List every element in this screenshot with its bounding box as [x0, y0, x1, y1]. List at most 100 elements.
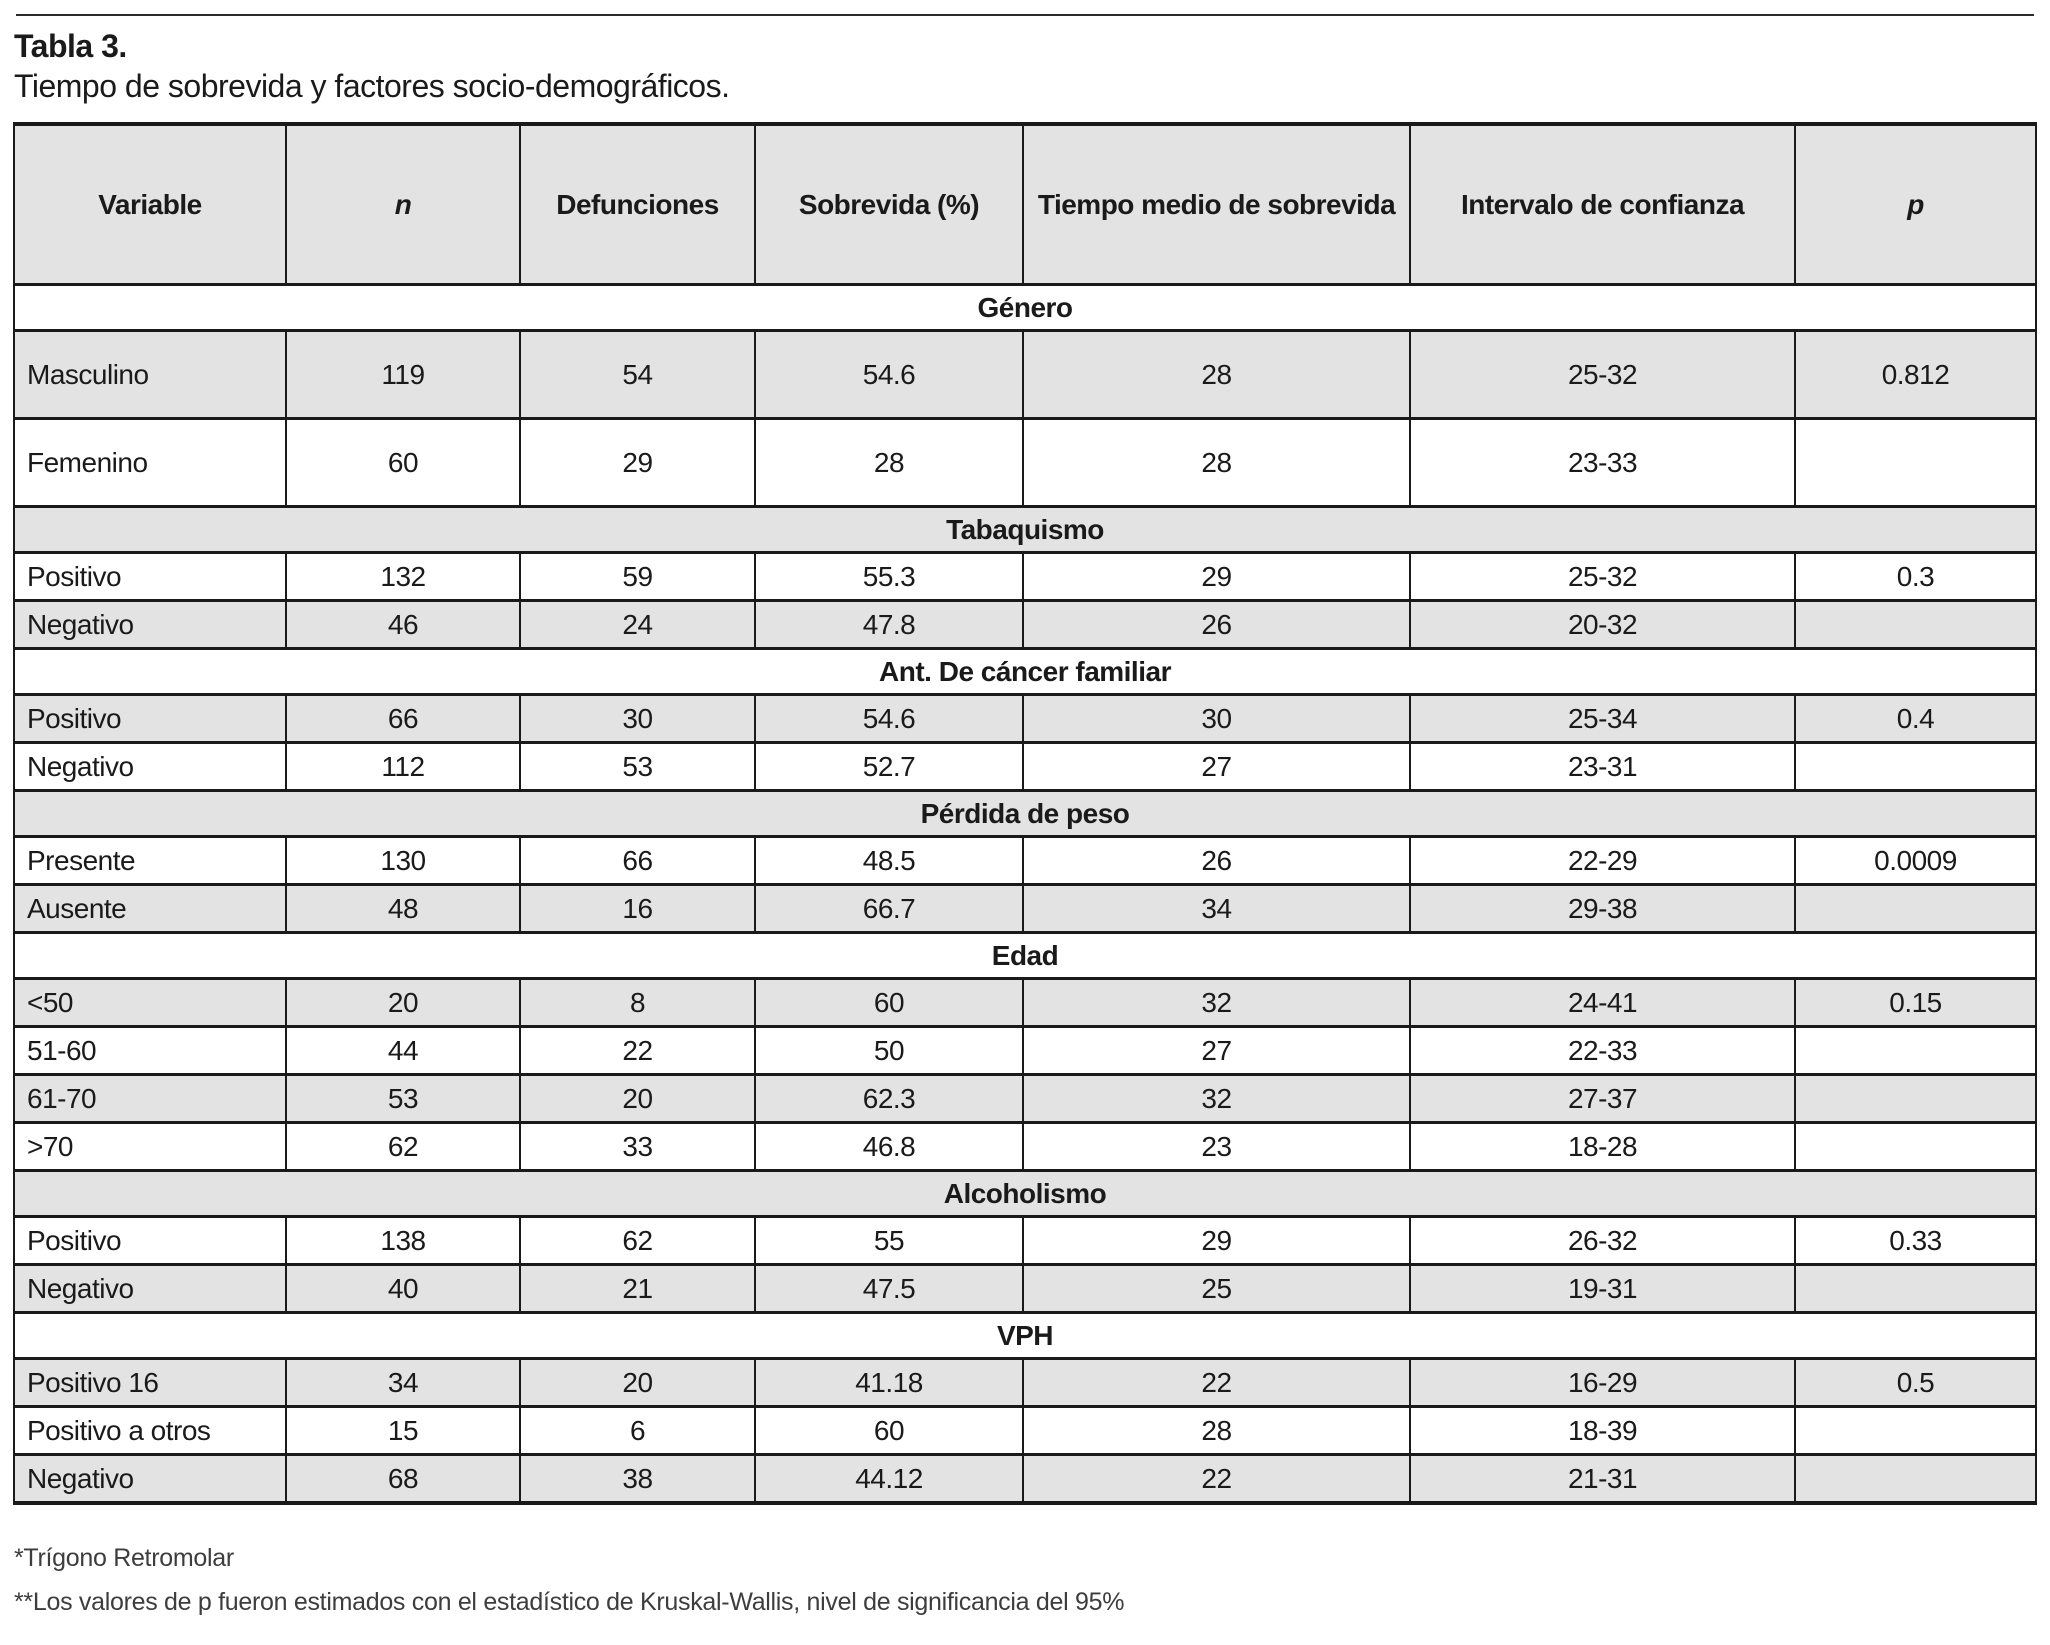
value-cell: 53: [285, 1076, 519, 1121]
value-cell: 47.5: [754, 1266, 1022, 1311]
row-label-cell: Negativo: [27, 1462, 134, 1494]
table-row: 51-60 44 22 50 27 22-33: [15, 1025, 2035, 1073]
value-cell: 0.33: [1794, 1218, 2035, 1263]
table-row: Negativo 68 38 44.12 22 21-31: [15, 1453, 2035, 1501]
value-cell: 25-32: [1409, 332, 1794, 417]
row-label-cell: Negativo: [27, 1272, 134, 1304]
value-cell: 60: [754, 1408, 1022, 1453]
table-title: Tabla 3.: [14, 28, 127, 64]
value-cell: 44: [285, 1028, 519, 1073]
value-cell: 30: [1022, 696, 1409, 741]
value-cell: 47.8: [754, 602, 1022, 647]
value-cell: 26: [1022, 602, 1409, 647]
value-cell: 46.8: [754, 1124, 1022, 1169]
table-row: Ausente 48 16 66.7 34 29-38: [15, 883, 2035, 931]
value-cell: 8: [519, 980, 754, 1025]
table-section: Tabaquismo Positivo 132 59 55.3 29 25-32 0.3 Neg…: [15, 505, 2035, 647]
value-cell: 18-28: [1409, 1124, 1794, 1169]
value-cell: 27: [1022, 744, 1409, 789]
row-label-cell: Positivo: [27, 560, 122, 592]
survival-table: Variable n Defunciones Sobrevida (%) Tiempo …: [13, 122, 2037, 1505]
value-cell: [1794, 1456, 2035, 1501]
table-section: VPH Positivo 16 34 20 41.18 22 16-29 0.5 Positiv…: [15, 1311, 2035, 1501]
value-cell: 28: [1022, 1408, 1409, 1453]
value-cell: 66: [285, 696, 519, 741]
value-cell: 23-31: [1409, 744, 1794, 789]
section-band: Género: [15, 283, 2035, 329]
value-cell: 25-34: [1409, 696, 1794, 741]
header-cell: Defunciones: [519, 126, 754, 283]
value-cell: 19-31: [1409, 1266, 1794, 1311]
table-row: Positivo 66 30 54.6 30 25-34 0.4: [15, 693, 2035, 741]
value-cell: 25: [1022, 1266, 1409, 1311]
value-cell: 26-32: [1409, 1218, 1794, 1263]
table-row: Negativo 112 53 52.7 27 23-31: [15, 741, 2035, 789]
value-cell: 6: [519, 1408, 754, 1453]
value-cell: 24-41: [1409, 980, 1794, 1025]
value-cell: 21-31: [1409, 1456, 1794, 1501]
table-row: Masculino 119 54 54.6 28 25-32 0.812: [15, 329, 2035, 417]
section-band: VPH: [15, 1311, 2035, 1357]
value-cell: 29: [1022, 554, 1409, 599]
table-row: Positivo 16 34 20 41.18 22 16-29 0.5: [15, 1357, 2035, 1405]
value-cell: 22-29: [1409, 838, 1794, 883]
value-cell: 59: [519, 554, 754, 599]
table-row: Positivo a otros 15 6 60 28 18-39: [15, 1405, 2035, 1453]
value-cell: 130: [285, 838, 519, 883]
table-row: Presente 130 66 48.5 26 22-29 0.0009: [15, 835, 2035, 883]
table-row: 61-70 53 20 62.3 32 27-37: [15, 1073, 2035, 1121]
value-cell: 60: [754, 980, 1022, 1025]
value-cell: 52.7: [754, 744, 1022, 789]
footnote-kruskal-wallis: **Los valores de p fueron estimados con …: [14, 1588, 1125, 1616]
value-cell: 54.6: [754, 696, 1022, 741]
top-rule: [16, 14, 2034, 16]
footnotes: *Trígono Retromolar **Los valores de p f…: [14, 1543, 1124, 1617]
row-label-cell: 51-60: [27, 1034, 97, 1066]
value-cell: 40: [285, 1266, 519, 1311]
value-cell: 30: [519, 696, 754, 741]
value-cell: 38: [519, 1456, 754, 1501]
value-cell: 34: [285, 1360, 519, 1405]
row-label-cell: >70: [27, 1130, 74, 1162]
table-caption: Tabla 3. Tiempo de sobrevida y factores …: [14, 26, 730, 106]
value-cell: 20: [519, 1076, 754, 1121]
value-cell: 53: [519, 744, 754, 789]
value-cell: [1794, 744, 2035, 789]
value-cell: [1794, 1408, 2035, 1453]
value-cell: 46: [285, 602, 519, 647]
value-cell: 22: [519, 1028, 754, 1073]
header-cell: Sobrevida (%): [754, 126, 1022, 283]
value-cell: 29-38: [1409, 886, 1794, 931]
value-cell: 62.3: [754, 1076, 1022, 1121]
table-row: Femenino 60 29 28 28 23-33: [15, 417, 2035, 505]
value-cell: 29: [519, 420, 754, 505]
table-row: >70 62 33 46.8 23 18-28: [15, 1121, 2035, 1169]
row-label-cell: Negativo: [27, 750, 134, 782]
row-label-cell: Ausente: [27, 892, 127, 924]
value-cell: 28: [1022, 332, 1409, 417]
value-cell: 54.6: [754, 332, 1022, 417]
value-cell: 132: [285, 554, 519, 599]
table-section: Género Masculino 119 54 54.6 28 25-32 0.812 Feme…: [15, 283, 2035, 505]
value-cell: 27-37: [1409, 1076, 1794, 1121]
row-label-cell: Femenino: [27, 446, 148, 478]
value-cell: 62: [519, 1218, 754, 1263]
value-cell: 62: [285, 1124, 519, 1169]
value-cell: 18-39: [1409, 1408, 1794, 1453]
header-cell: Tiempo medio de sobrevida: [1022, 126, 1409, 283]
value-cell: 23-33: [1409, 420, 1794, 505]
value-cell: 60: [285, 420, 519, 505]
table-section: Ant. De cáncer familiar Positivo 66 30 54.6 3…: [15, 647, 2035, 789]
footnote-trigono: *Trígono Retromolar: [14, 1544, 234, 1572]
table-row: <50 20 8 60 32 24-41 0.15: [15, 977, 2035, 1025]
value-cell: 34: [1022, 886, 1409, 931]
value-cell: 32: [1022, 1076, 1409, 1121]
value-cell: 16-29: [1409, 1360, 1794, 1405]
value-cell: 28: [1022, 420, 1409, 505]
value-cell: 28: [754, 420, 1022, 505]
value-cell: 20: [519, 1360, 754, 1405]
row-label-cell: Positivo: [27, 702, 122, 734]
value-cell: 15: [285, 1408, 519, 1453]
section-band: Pérdida de peso: [15, 789, 2035, 835]
